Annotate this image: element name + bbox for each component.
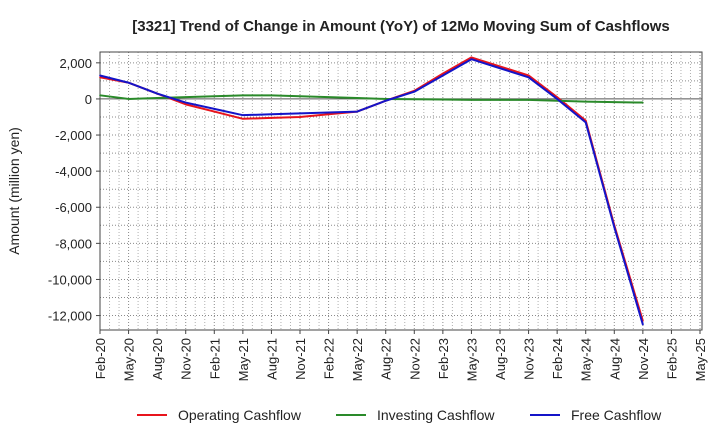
grid-lines xyxy=(99,52,702,330)
free-cashflow-point xyxy=(642,323,644,326)
free-cashflow-point xyxy=(242,114,244,116)
investing-cashflow-point xyxy=(642,101,644,104)
investing-cashflow-point xyxy=(156,97,158,99)
free-cashflow-point xyxy=(442,74,444,77)
investing-cashflow-point xyxy=(470,99,473,101)
legend-label-operating-cashflow: Operating Cashflow xyxy=(178,407,302,423)
free-cashflow-point xyxy=(270,113,273,116)
legend: Operating Cashflow Investing Cashflow Free… xyxy=(137,407,662,423)
free-cashflow-point xyxy=(556,98,558,100)
x-tick-label: Nov-22 xyxy=(407,338,422,380)
free-cashflow-point xyxy=(413,90,416,93)
free-cashflow-point xyxy=(127,81,130,84)
operating-cashflow-point xyxy=(527,74,530,77)
free-cashflow-point xyxy=(470,58,473,61)
investing-cashflow-point xyxy=(442,98,444,101)
y-tick-label: -8,000 xyxy=(55,236,92,251)
y-tick-label: -2,000 xyxy=(55,128,92,143)
investing-cashflow-point xyxy=(213,95,216,98)
free-cashflow-point xyxy=(184,101,187,104)
x-tick-label: Feb-22 xyxy=(322,338,337,379)
operating-cashflow-point xyxy=(442,72,444,75)
legend-label-free-cashflow: Free Cashflow xyxy=(571,407,662,423)
operating-cashflow-point xyxy=(299,116,301,118)
x-tick-label: Nov-21 xyxy=(293,338,308,380)
operating-cashflow-point xyxy=(327,113,330,116)
free-cashflow-point xyxy=(527,76,530,79)
free-cashflow-point xyxy=(499,67,501,70)
chart-title: [3321] Trend of Change in Amount (YoY) o… xyxy=(132,18,670,35)
investing-cashflow-point xyxy=(242,94,244,97)
series-lines xyxy=(99,56,644,326)
x-tick-label: Nov-23 xyxy=(522,338,537,380)
investing-cashflow-point xyxy=(584,100,587,103)
operating-cashflow-point xyxy=(213,110,216,113)
investing-cashflow-line xyxy=(99,94,643,104)
y-tick-label: -12,000 xyxy=(48,309,92,324)
investing-cashflow-point xyxy=(499,99,501,101)
x-tick-label: Nov-20 xyxy=(179,338,194,380)
investing-cashflow-point xyxy=(184,96,187,98)
investing-cashflow-point xyxy=(527,99,530,101)
investing-cashflow-point xyxy=(384,98,387,100)
free-cashflow-point xyxy=(356,110,358,113)
operating-cashflow-point xyxy=(499,65,501,68)
investing-cashflow-point xyxy=(299,95,301,98)
free-cashflow-point xyxy=(613,226,616,228)
free-cashflow-point xyxy=(299,112,301,115)
operating-cashflow-point xyxy=(184,103,187,106)
y-tick-label: -6,000 xyxy=(55,200,92,215)
x-tick-label: Aug-20 xyxy=(150,338,165,380)
operating-cashflow-point xyxy=(470,56,473,59)
investing-cashflow-point xyxy=(127,98,130,100)
operating-cashflow-point xyxy=(242,117,244,120)
free-cashflow-point xyxy=(327,111,330,114)
y-tick-label: -10,000 xyxy=(48,272,92,287)
y-axis-ticks: 2,000 0 -2,000 -4,000 -6,000 -8,000 -10,000 -12… xyxy=(48,56,100,324)
legend-label-investing-cashflow: Investing Cashflow xyxy=(377,407,495,423)
investing-cashflow-point xyxy=(270,94,273,97)
y-tick-label: 2,000 xyxy=(59,56,92,71)
free-cashflow-line xyxy=(99,58,644,325)
investing-cashflow-point xyxy=(327,96,330,98)
free-cashflow-point xyxy=(384,99,387,102)
operating-cashflow-point xyxy=(99,76,101,79)
free-cashflow-point xyxy=(213,108,216,110)
free-cashflow-point xyxy=(156,92,158,95)
y-axis-label: Amount (million yen) xyxy=(6,127,22,255)
x-tick-label: Feb-20 xyxy=(93,338,108,379)
plot-frame xyxy=(99,51,703,331)
x-tick-label: Aug-22 xyxy=(379,338,394,380)
investing-cashflow-point xyxy=(613,101,616,103)
x-tick-label: Feb-23 xyxy=(436,338,451,379)
investing-cashflow-point xyxy=(413,98,416,101)
x-axis-ticks: Feb-20 May-20 Aug-20 Nov-20 Feb-21 May-21 Aug-… xyxy=(93,330,708,381)
x-tick-label: May-25 xyxy=(693,338,708,381)
x-tick-label: May-24 xyxy=(579,338,594,381)
y-tick-label: -4,000 xyxy=(55,164,92,179)
x-tick-label: Aug-21 xyxy=(264,338,279,380)
investing-cashflow-point xyxy=(356,97,358,99)
x-tick-label: May-20 xyxy=(122,338,137,381)
free-cashflow-point xyxy=(584,121,587,124)
x-tick-label: Aug-24 xyxy=(607,338,622,380)
x-tick-label: May-22 xyxy=(350,338,365,381)
x-tick-label: May-21 xyxy=(236,338,251,381)
investing-cashflow-point xyxy=(99,94,101,97)
x-tick-label: Aug-23 xyxy=(493,338,508,380)
operating-cashflow-point xyxy=(270,117,273,119)
x-tick-label: Feb-21 xyxy=(207,338,222,379)
free-cashflow-point xyxy=(99,74,101,77)
y-tick-label: 0 xyxy=(85,92,92,107)
x-tick-label: Feb-24 xyxy=(550,338,565,379)
x-tick-label: Nov-24 xyxy=(636,338,651,380)
x-tick-label: Feb-25 xyxy=(664,338,679,379)
x-tick-label: May-23 xyxy=(464,338,479,381)
